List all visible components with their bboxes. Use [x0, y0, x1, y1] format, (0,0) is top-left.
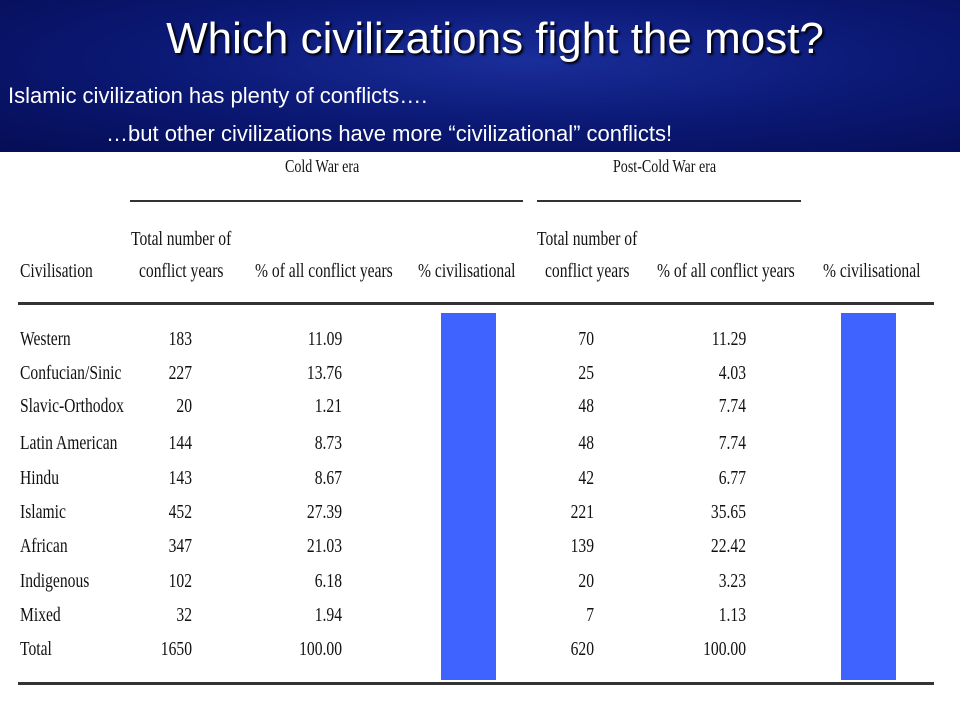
row-western-pcw-total: 70: [578, 328, 594, 350]
era-rule-post: [537, 200, 801, 202]
conflict-table: Cold War era Post-Cold War era Civilisat…: [0, 152, 960, 720]
row-latin-name: Latin American: [20, 432, 118, 454]
row-islamic-cw-total: 452: [168, 501, 192, 523]
row-mixed-name: Mixed: [20, 604, 61, 626]
row-western-name: Western: [20, 328, 71, 350]
cw-civilisational-mask-bar: [441, 313, 496, 680]
row-islamic-pcw-pct: 35.65: [710, 501, 746, 523]
row-mixed-cw-pct: 1.94: [314, 604, 342, 626]
col-header-cw-total-line2: conflict years: [139, 260, 224, 282]
header-rule: [18, 302, 934, 305]
row-indigenous-cw-total: 102: [168, 570, 192, 592]
row-mixed-pcw-pct: 1.13: [718, 604, 746, 626]
row-islamic-cw-pct: 27.39: [306, 501, 342, 523]
footer-rule: [18, 682, 934, 685]
row-latin-cw-pct: 8.73: [314, 432, 342, 454]
row-indigenous-cw-pct: 6.18: [314, 570, 342, 592]
row-hindu-cw-total: 143: [168, 467, 192, 489]
row-confucian-name: Confucian/Sinic: [20, 362, 122, 384]
row-mixed-cw-total: 32: [176, 604, 192, 626]
row-latin-pcw-total: 48: [578, 432, 594, 454]
col-header-cw-pct-civ: % civilisational: [418, 260, 516, 282]
row-total-pcw-total: 620: [570, 638, 594, 660]
slide-subtitle-1: Islamic civilization has plenty of confl…: [8, 83, 428, 108]
row-indigenous-name: Indigenous: [20, 570, 90, 592]
pcw-civilisational-mask-bar: [841, 313, 896, 680]
col-header-pcw-pct-all: % of all conflict years: [657, 260, 795, 282]
slide-title: Which civilizations fight the most?: [166, 14, 824, 63]
row-slavic-name: Slavic-Orthodox: [20, 395, 124, 417]
era-post-cold-war: Post-Cold War era: [613, 156, 717, 176]
slide-subtitle-2: …but other civilizations have more “civi…: [106, 121, 673, 146]
row-african-pcw-pct: 22.42: [710, 535, 746, 557]
row-slavic-cw-total: 20: [176, 395, 192, 417]
row-total-pcw-pct: 100.00: [703, 638, 746, 660]
row-islamic-pcw-total: 221: [570, 501, 594, 523]
row-slavic-cw-pct: 1.21: [314, 395, 342, 417]
col-header-civilisation: Civilisation: [20, 260, 93, 282]
row-confucian-pcw-pct: 4.03: [718, 362, 746, 384]
row-slavic-pcw-pct: 7.74: [718, 395, 746, 417]
row-hindu-pcw-pct: 6.77: [718, 467, 746, 489]
row-african-pcw-total: 139: [570, 535, 594, 557]
row-african-name: African: [20, 535, 68, 557]
row-latin-cw-total: 144: [168, 432, 192, 454]
row-western-cw-pct: 11.09: [307, 328, 342, 350]
row-hindu-pcw-total: 42: [578, 467, 594, 489]
col-header-pcw-pct-civ: % civilisational: [823, 260, 921, 282]
row-total-cw-total: 1650: [160, 638, 192, 660]
row-hindu-cw-pct: 8.67: [314, 467, 342, 489]
row-confucian-pcw-total: 25: [578, 362, 594, 384]
col-header-cw-pct-all: % of all conflict years: [255, 260, 393, 282]
row-slavic-pcw-total: 48: [578, 395, 594, 417]
era-rule-cold: [130, 200, 523, 202]
col-header-pcw-total-line2: conflict years: [545, 260, 630, 282]
row-western-pcw-pct: 11.29: [711, 328, 746, 350]
col-header-cw-total-line1: Total number of: [131, 228, 232, 250]
row-african-cw-pct: 21.03: [306, 535, 342, 557]
row-islamic-name: Islamic: [20, 501, 66, 523]
row-western-cw-total: 183: [168, 328, 192, 350]
row-confucian-cw-pct: 13.76: [306, 362, 342, 384]
row-hindu-name: Hindu: [20, 467, 59, 489]
row-african-cw-total: 347: [168, 535, 192, 557]
row-indigenous-pcw-pct: 3.23: [718, 570, 746, 592]
era-cold-war: Cold War era: [285, 156, 360, 176]
row-latin-pcw-pct: 7.74: [718, 432, 746, 454]
row-mixed-pcw-total: 7: [586, 604, 594, 626]
col-header-pcw-total-line1: Total number of: [537, 228, 638, 250]
row-confucian-cw-total: 227: [168, 362, 192, 384]
row-total-name: Total: [20, 638, 52, 660]
row-total-cw-pct: 100.00: [299, 638, 342, 660]
row-indigenous-pcw-total: 20: [578, 570, 594, 592]
slide-header: Which civilizations fight the most? Isla…: [0, 0, 960, 152]
